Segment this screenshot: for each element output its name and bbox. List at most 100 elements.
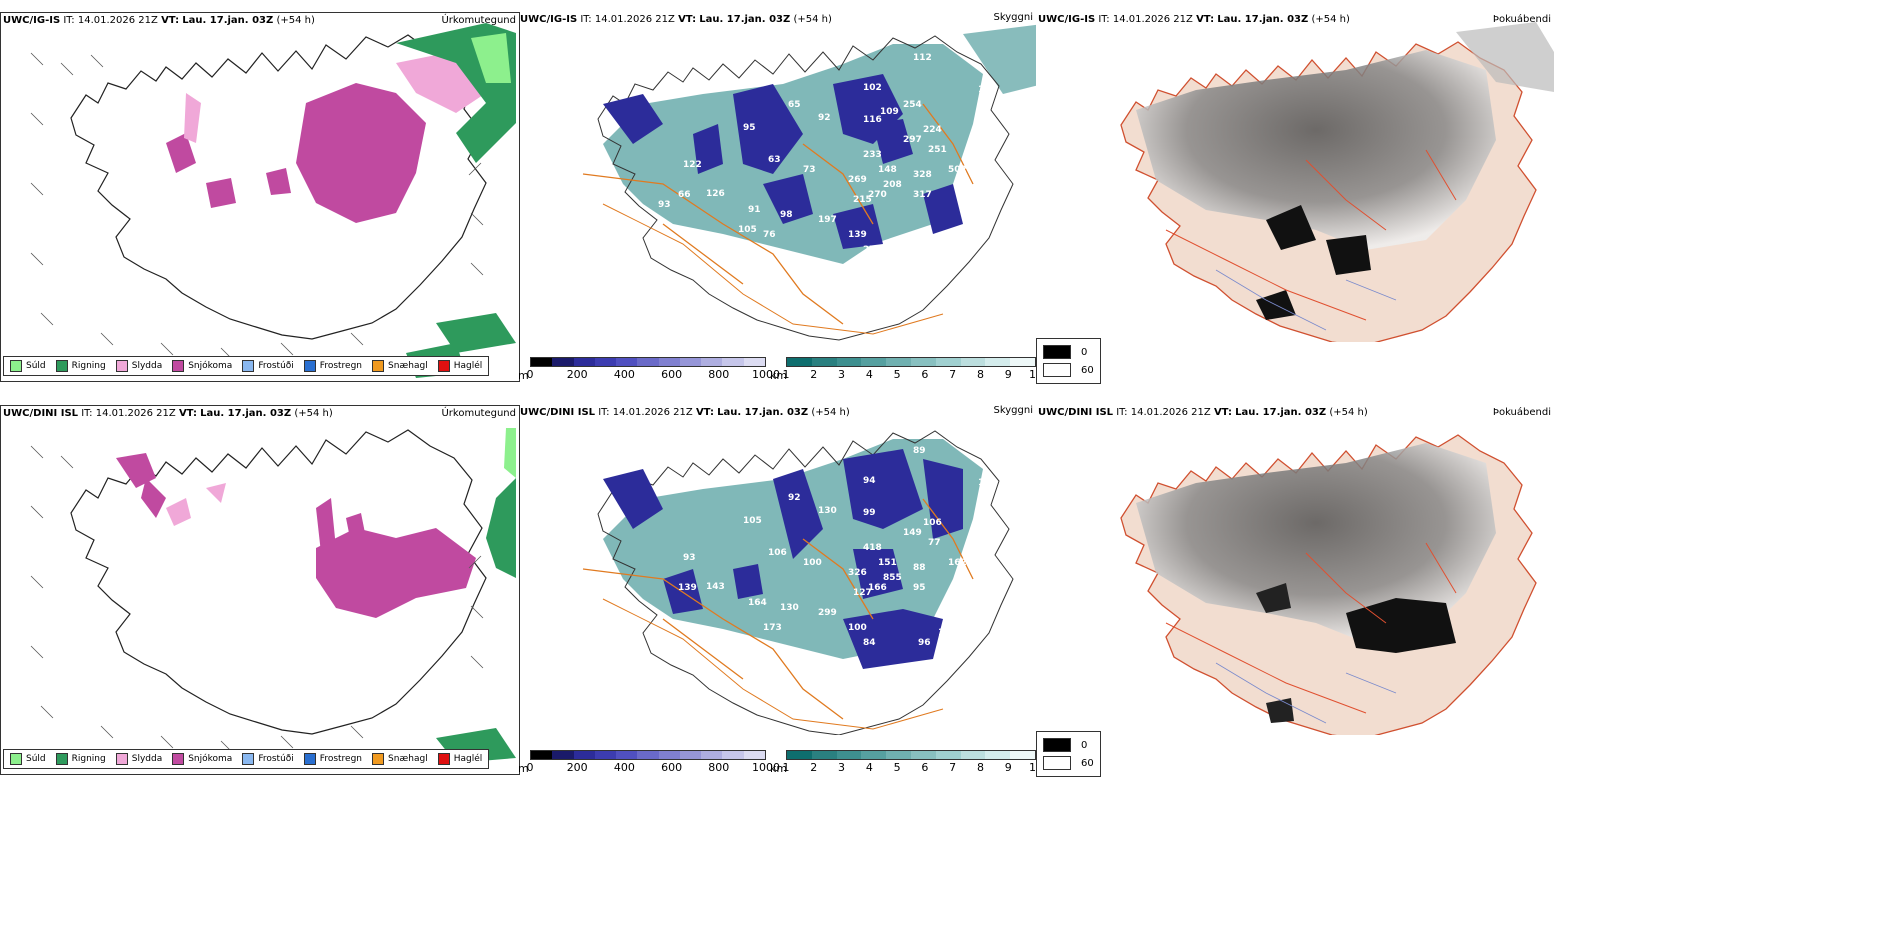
- colorbar-segment: [616, 751, 638, 759]
- visibility-value: 93: [683, 553, 696, 563]
- visibility-value: 65: [788, 100, 801, 110]
- panel-title: Þokuábendi: [1492, 14, 1551, 25]
- visibility-value: 105: [738, 225, 757, 235]
- fog-panel-row2: UWC/DINI ISL IT: 14.01.2026 21Z VT: Lau.…: [1036, 405, 1554, 777]
- panel-header: UWC/IG-IS IT: 14.01.2026 21Z VT: Lau. 17…: [520, 14, 832, 25]
- visibility-value: 139: [678, 583, 697, 593]
- legend-item: Slydda: [115, 360, 162, 372]
- visibility-colorbar: 12345678910 km: [770, 750, 1043, 775]
- visibility-value: 143: [706, 582, 725, 592]
- visibility-unit: km: [770, 762, 788, 775]
- colorbar-segment: [743, 358, 765, 366]
- visibility-value: 102: [863, 83, 882, 93]
- visibility-value: 89: [913, 446, 926, 456]
- colorbar-segment: [701, 358, 723, 366]
- colorbar-tick: 5: [893, 368, 901, 381]
- visibility-value: 92: [788, 493, 801, 503]
- colorbar-tick: 7: [949, 761, 957, 774]
- visibility-value: 418: [863, 543, 882, 553]
- visibility-value: 130: [780, 603, 799, 613]
- visibility-value: 84: [863, 638, 876, 648]
- legend-item: Frostúði: [242, 753, 294, 765]
- colorbar-segment: [861, 358, 887, 366]
- colorbar-segment: [594, 358, 617, 366]
- precip-panel-row2: UWC/DINI ISL IT: 14.01.2026 21Z VT: Lau.…: [0, 405, 520, 775]
- precip-map: [30, 23, 516, 378]
- legend-item: Snjókoma: [172, 360, 232, 372]
- visibility-value: 99: [863, 508, 876, 518]
- visibility-map: 85 89 105 94 92 130 105 106 100 93 139 143 164 130 173…: [582, 430, 1014, 735]
- colorbar-segment: [811, 751, 837, 759]
- colorbar-segment: [1010, 358, 1035, 366]
- colorbar-segment: [573, 751, 595, 759]
- colorbar-segment: [960, 751, 986, 759]
- visibility-value: 328: [913, 170, 932, 180]
- fog-map: [1120, 434, 1537, 735]
- visibility-value: 502: [948, 165, 967, 175]
- visibility-value: 93: [658, 200, 671, 210]
- visibility-value: 92: [818, 113, 831, 123]
- colorbar-tick: 800: [708, 761, 730, 774]
- visibility-value: 269: [848, 175, 867, 185]
- colorbar-tick: 0: [526, 368, 534, 381]
- visibility-value: 96: [918, 638, 931, 648]
- elevation-unit: m: [518, 762, 529, 775]
- visibility-value: 112: [913, 53, 932, 63]
- colorbar-segment: [910, 358, 936, 366]
- colorbar-tick: 7: [949, 368, 957, 381]
- legend-item: Frostúði: [242, 360, 294, 372]
- visibility-value: 855: [883, 573, 902, 583]
- legend-item: Haglél: [437, 753, 482, 765]
- visibility-value: 95: [743, 123, 756, 133]
- panel-header: UWC/IG-IS IT: 14.01.2026 21Z VT: Lau. 17…: [1038, 14, 1350, 25]
- precip-legend: Súld Rigning Slydda Snjókoma Frostúði Fr…: [3, 356, 490, 376]
- panel-title: Þokuábendi: [1492, 407, 1551, 418]
- colorbar-segment: [886, 751, 911, 759]
- legend-item: Súld: [10, 360, 46, 372]
- visibility-value: 299: [818, 608, 837, 618]
- colorbar-tick: 200: [566, 368, 588, 381]
- colorbar-segment: [722, 358, 744, 366]
- legend-item: Snjókoma: [172, 753, 232, 765]
- colorbar-tick: 9: [1004, 761, 1012, 774]
- colorbar-segment: [658, 358, 680, 366]
- colorbar-segment: [658, 751, 680, 759]
- visibility-panel-row2: 85 89 105 94 92 130 105 106 100 93 139 143 164 130 173…: [518, 405, 1043, 775]
- colorbar-segment: [616, 358, 638, 366]
- colorbar-segment: [985, 358, 1011, 366]
- colorbar-segment: [935, 358, 961, 366]
- colorbar-segment: [886, 358, 911, 366]
- visibility-value: 100: [848, 623, 867, 633]
- visibility-value: 105: [743, 516, 762, 526]
- visibility-value: 106: [923, 518, 942, 528]
- colorbar-segment: [935, 751, 961, 759]
- visibility-value: 100: [628, 63, 647, 73]
- colorbar-segment: [787, 751, 812, 759]
- fog-panel-row1: UWC/IG-IS IT: 14.01.2026 21Z VT: Lau. 17…: [1036, 12, 1554, 384]
- colorbar-segment: [1010, 751, 1035, 759]
- colorbar-tick: 6: [921, 761, 929, 774]
- visibility-value: 208: [883, 180, 902, 190]
- legend-item: Snæhagl: [372, 360, 428, 372]
- visibility-value: 105: [978, 478, 997, 488]
- panel-title: Úrkomutegund: [441, 15, 516, 26]
- colorbar-segment: [573, 358, 595, 366]
- fog-map: [1120, 22, 1554, 342]
- visibility-value: 95: [913, 583, 926, 593]
- colorbar-tick: 3: [838, 761, 846, 774]
- legend-item: Snæhagl: [372, 753, 428, 765]
- visibility-value: 105: [938, 235, 957, 245]
- visibility-value: 251: [928, 145, 947, 155]
- colorbar-segment: [960, 358, 986, 366]
- visibility-value: 63: [768, 155, 781, 165]
- visibility-value: 85: [628, 456, 641, 466]
- colorbar-segment: [701, 751, 723, 759]
- panel-header: UWC/DINI ISL IT: 14.01.2026 21Z VT: Lau.…: [520, 407, 850, 418]
- panel-header: UWC/IG-IS IT: 14.01.2026 21Z VT: Lau. 17…: [3, 15, 315, 26]
- colorbar-tick: 600: [661, 761, 683, 774]
- visibility-value: 91: [748, 205, 761, 215]
- panel-header: UWC/DINI ISL IT: 14.01.2026 21Z VT: Lau.…: [1038, 407, 1368, 418]
- colorbar-tick: 1: [782, 368, 790, 381]
- precip-panel-row1: UWC/IG-IS IT: 14.01.2026 21Z VT: Lau. 17…: [0, 12, 520, 382]
- colorbar-segment: [531, 751, 553, 759]
